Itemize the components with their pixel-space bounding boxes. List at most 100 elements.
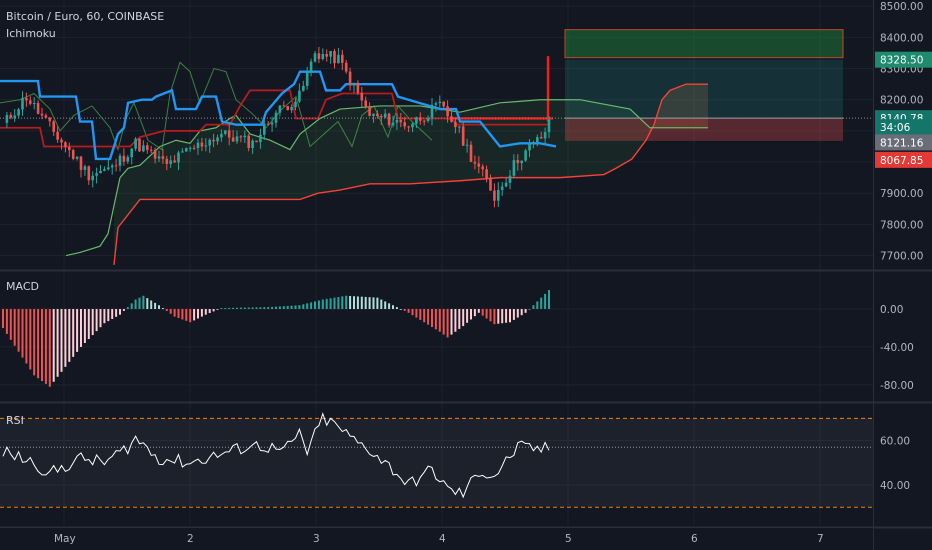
candle [317,46,321,64]
candle-body [411,123,414,128]
macd-bar [477,309,480,313]
macd-bar [427,309,430,325]
candle-body [536,137,539,143]
candle [48,117,52,127]
macd-bar [454,309,457,332]
candle [547,116,551,139]
candle-body [134,138,137,149]
candle-body [263,123,266,135]
candle [251,138,254,154]
candle [430,98,434,126]
candle [68,142,71,158]
macd-bar [216,309,219,310]
candle [224,130,227,136]
price-tag-bg [875,134,932,151]
macd-bar [228,307,231,310]
candle [415,116,418,129]
rsi-line [2,412,550,499]
position-tool[interactable] [446,29,844,141]
candle-body [489,177,492,191]
candle-body [247,135,250,148]
candle-body [321,54,325,59]
macd-bar [208,309,211,314]
macd-bar [130,303,133,310]
macd-bar [2,309,4,328]
candle [118,153,122,172]
candle-body [71,150,75,159]
macd-bar [470,309,472,320]
cloud-fill-bullish [114,84,708,265]
candle [216,134,219,145]
candle-body [356,82,360,93]
candle-body [337,54,340,64]
candle-body [44,115,48,118]
candle [173,155,176,163]
time-tick-label: 5 [565,533,572,545]
candle-body [75,156,79,159]
position-target-zone[interactable] [565,59,843,119]
macd-bar [415,309,418,318]
macd-bar [138,297,141,310]
candle-body [520,160,523,164]
macd-bar [353,296,355,310]
macd-bar [37,309,40,379]
candle [298,83,301,104]
macd-label: MACD [6,280,39,293]
price-tick-label: 7900.00 [880,188,923,200]
macd-bar [193,309,196,321]
macd-bar [282,306,285,310]
candle-body [177,152,180,163]
macd-bar [72,309,75,357]
macd-bar [146,298,149,310]
candle-body [348,71,352,86]
candle [341,49,344,71]
candle [25,92,28,107]
candle-body [481,166,484,170]
candle-body [469,144,473,162]
candle [36,100,40,115]
candle-body [259,134,262,143]
macd-bar [290,305,293,310]
candle [259,128,262,149]
candle-body [56,131,59,140]
price-tag-bg [875,51,932,68]
candle-body [103,169,106,171]
position-stop-zone[interactable] [565,118,843,141]
candle-body [149,149,153,151]
macd-bar [111,309,114,319]
price-tick-label: 8200.00 [880,95,923,107]
price-tag-label: 8328.50 [880,55,923,67]
macd-bar [21,309,24,358]
macd-bar [278,306,281,310]
macd-bar [372,297,375,310]
candle [516,154,520,171]
candle-body [497,189,500,201]
macd-bar [150,300,153,310]
macd-bar [25,309,28,364]
macd-bar [341,296,344,310]
candle-body [235,136,239,142]
candle [110,163,114,175]
candle [337,47,340,64]
candle-body [383,113,387,118]
time-axis[interactable]: May 2 3 4 5 6 7 [0,528,873,550]
candle [122,148,126,166]
macd-bar [29,309,32,370]
candle-body [317,53,321,59]
macd-bar [271,306,274,310]
candle-body [130,148,133,158]
candle-body [532,142,535,145]
position-target-box[interactable] [564,29,844,59]
candle-body [5,114,9,123]
candle-body [239,136,243,138]
candle [387,112,391,128]
macd-bar [337,297,340,310]
candle-body [446,106,449,117]
candle-body [422,120,426,122]
candle-body [372,113,375,116]
candle [309,58,313,77]
candle [368,102,371,117]
macd-bar [403,309,406,311]
macd-bar [524,309,527,313]
